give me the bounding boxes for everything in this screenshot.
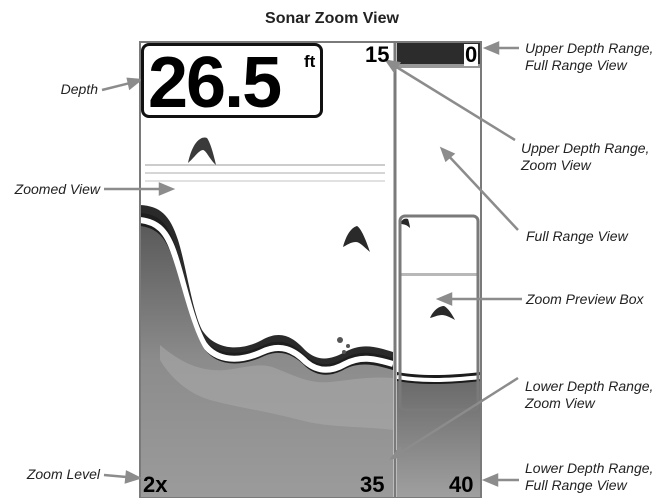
callout-upper-zoom-line1: Upper Depth Range, [521,140,650,156]
callout-zoom-level: Zoom Level [26,466,100,482]
upper-zoom-arrow [389,61,516,142]
fish-arch-right [343,226,370,252]
callout-upper-full-line2: Full Range View [525,57,627,73]
zoom-level-value: 2x [143,472,168,497]
screen-frame [139,41,482,498]
callout-upper-full: Upper Depth Range, Full Range View [525,40,653,74]
depth-readout-box: 26.5 ft [141,43,323,122]
bottom-white-line [140,217,393,373]
upper-depth-zoom-value: 15 [365,42,390,67]
zoomed-view-panel [140,137,393,498]
callout-lower-zoom-line2: Zoom View [525,395,595,411]
callout-depth: Depth [60,81,98,97]
bottom-light-band [160,345,393,430]
depth-value: 26.5 [148,43,282,123]
callout-lower-full-line2: Full Range View [525,477,627,493]
callout-lower-full: Lower Depth Range, Full Range View [525,460,653,494]
callout-lower-full-line1: Lower Depth Range, [525,460,654,476]
full-range-arrow [444,151,519,231]
callout-lower-zoom: Lower Depth Range, Zoom View [525,378,653,412]
depth-unit: ft [304,52,316,71]
callout-lower-zoom-line1: Lower Depth Range, [525,378,654,394]
callout-upper-full-line1: Upper Depth Range, [525,40,654,56]
callout-arrows [101,41,522,487]
callout-zoom-preview-box: Zoom Preview Box [526,291,644,307]
noise-cluster [337,337,350,354]
callout-full-range-view: Full Range View [526,228,628,244]
lower-depth-zoom-value: 35 [360,472,385,497]
thermocline-speckle [145,164,385,182]
lower-zoom-arrow [394,376,519,458]
surface-clutter [397,42,481,64]
preview-fish-arch [430,306,455,320]
fish-arch-upper [188,137,216,165]
bottom-gray-body [140,226,393,498]
diagram-title: Sonar Zoom View [265,10,399,27]
callout-zoomed-view: Zoomed View [14,181,100,197]
zoom-preview-box [398,214,480,412]
upper-depth-full-value: 0 [464,42,479,67]
lower-depth-full-value: 40 [449,472,474,497]
callout-upper-zoom: Upper Depth Range, Zoom View [521,140,649,174]
callout-upper-zoom-line2: Zoom View [521,157,591,173]
